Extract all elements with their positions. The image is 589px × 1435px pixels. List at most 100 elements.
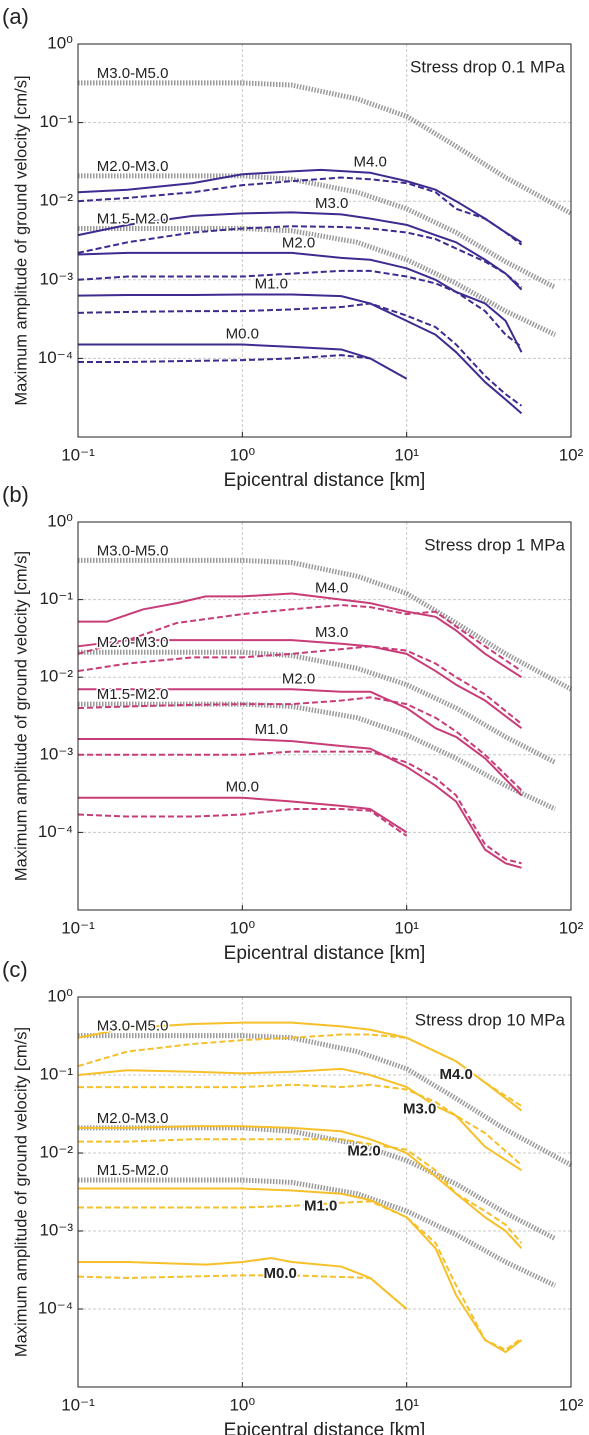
series-label: M3.0 <box>315 195 348 212</box>
annotation: Stress drop 10 MPa <box>415 1010 566 1029</box>
series-label: M2.0-M3.0 <box>97 634 169 651</box>
series-line <box>78 796 408 834</box>
y-tick-label: 10⁰ <box>47 33 73 52</box>
annotation: Stress drop 0.1 MPa <box>410 57 566 76</box>
series-label: M2.0 <box>282 671 315 688</box>
reference-band <box>78 225 557 337</box>
series-line <box>77 696 523 791</box>
series-line <box>78 750 522 865</box>
reference-band <box>78 1033 573 1168</box>
y-tick-label: 10⁻² <box>39 1142 73 1161</box>
x-tick-label: 10¹ <box>394 445 419 464</box>
series-line <box>77 639 523 730</box>
series-line <box>77 604 523 672</box>
panel-label: (b) <box>2 482 29 507</box>
y-tick-label: 10⁻³ <box>39 1220 73 1239</box>
series-line <box>77 808 408 837</box>
series-line <box>77 269 523 348</box>
x-axis-label: Epicentral distance [km] <box>224 1420 426 1435</box>
y-tick-label: 10⁻² <box>39 191 73 210</box>
x-tick-label: 10¹ <box>394 918 419 937</box>
y-tick-label: 10⁻¹ <box>39 112 73 131</box>
series-label: M1.0 <box>255 275 288 292</box>
series-label: M3.0-M5.0 <box>97 542 169 559</box>
reference-band <box>78 649 557 765</box>
series-label: M1.5-M2.0 <box>97 1162 169 1179</box>
panel-label: (a) <box>2 4 29 29</box>
series-line <box>78 354 371 363</box>
series-line <box>77 211 523 291</box>
series-label: M1.0 <box>304 1197 337 1214</box>
series-label: M1.5-M2.0 <box>97 686 169 703</box>
y-tick-label: 10⁻⁴ <box>38 822 73 841</box>
plot-frame <box>77 43 572 438</box>
series-line <box>78 1257 408 1310</box>
x-tick-label: 10⁻¹ <box>61 445 95 464</box>
y-tick-label: 10⁻³ <box>39 744 73 763</box>
series-label: M0.0 <box>226 779 259 796</box>
series-label: M2.0-M3.0 <box>97 1110 169 1127</box>
x-tick-label: 10⁰ <box>229 445 255 464</box>
reference-band <box>78 173 557 290</box>
series-line <box>78 343 408 380</box>
series-label: M0.0 <box>226 326 259 343</box>
series-line <box>78 1200 523 1351</box>
y-tick-label: 10⁻³ <box>39 269 73 288</box>
y-tick-label: 10⁰ <box>47 986 73 1005</box>
series-line <box>78 1138 523 1244</box>
series-line <box>78 737 522 869</box>
series-label: M3.0-M5.0 <box>97 1018 169 1035</box>
series-label: M0.0 <box>264 1265 297 1282</box>
plot-area <box>78 44 571 437</box>
series-line <box>78 592 523 679</box>
annotation: Stress drop 1 MPa <box>424 535 565 554</box>
series-line <box>78 1125 523 1249</box>
series-line <box>77 1274 408 1310</box>
plot-frame <box>77 996 572 1388</box>
x-tick-label: 10² <box>559 1395 584 1414</box>
y-tick-label: 10⁻² <box>39 667 73 686</box>
y-tick-label: 10⁻⁴ <box>38 348 73 367</box>
series-line <box>77 251 523 353</box>
y-tick-label: 10⁻⁴ <box>38 1298 73 1317</box>
y-axis-label: Maximum amplitude of ground velocity [cm… <box>12 75 30 405</box>
series-line <box>78 688 523 797</box>
y-tick-label: 10⁻¹ <box>39 589 73 608</box>
series-label: M3.0 <box>403 1101 436 1118</box>
panel: 10⁻¹ 10⁰ 10¹ 10² 10⁻⁴ 10⁻³ 10⁻² 10⁻¹ 10⁰ M3.0-M5.… <box>2 957 584 1435</box>
series-label: M4.0 <box>315 579 348 596</box>
x-tick-label: 10⁰ <box>229 1395 255 1414</box>
x-tick-label: 10¹ <box>394 1395 419 1414</box>
series-label: M3.0-M5.0 <box>97 65 169 82</box>
series-label: M4.0 <box>354 154 387 171</box>
x-tick-label: 10⁰ <box>229 918 255 937</box>
x-tick-label: 10⁻¹ <box>61 1395 95 1414</box>
series-label: M2.0 <box>282 235 315 252</box>
series-label: M1.5-M2.0 <box>97 210 169 227</box>
series-label: M1.0 <box>255 721 288 738</box>
series-label: M2.0 <box>347 1143 380 1160</box>
series-line <box>77 302 523 407</box>
series-line <box>77 225 523 289</box>
panel-label: (c) <box>2 957 28 982</box>
reference-band <box>78 80 573 216</box>
series-label: M3.0 <box>315 624 348 641</box>
x-axis-label: Epicentral distance [km] <box>224 943 426 964</box>
plot-frame <box>77 521 572 911</box>
series-line <box>77 1033 523 1107</box>
y-axis-label: Maximum amplitude of ground velocity [cm… <box>12 1027 30 1357</box>
reference-band <box>78 557 573 692</box>
panel: 10⁻¹ 10⁰ 10¹ 10² 10⁻⁴ 10⁻³ 10⁻² 10⁻¹ 10⁰ M3.0-M5.… <box>2 482 584 964</box>
x-axis-label: Epicentral distance [km] <box>224 470 426 491</box>
x-tick-label: 10² <box>559 918 584 937</box>
reference-band <box>78 1177 557 1288</box>
series-line <box>78 1083 523 1166</box>
y-axis-label: Maximum amplitude of ground velocity [cm… <box>12 551 30 881</box>
series-label: M2.0-M3.0 <box>97 158 169 175</box>
reference-band <box>78 701 557 812</box>
x-tick-label: 10² <box>559 445 584 464</box>
series-line <box>77 645 523 725</box>
series-label: M4.0 <box>439 1066 472 1083</box>
